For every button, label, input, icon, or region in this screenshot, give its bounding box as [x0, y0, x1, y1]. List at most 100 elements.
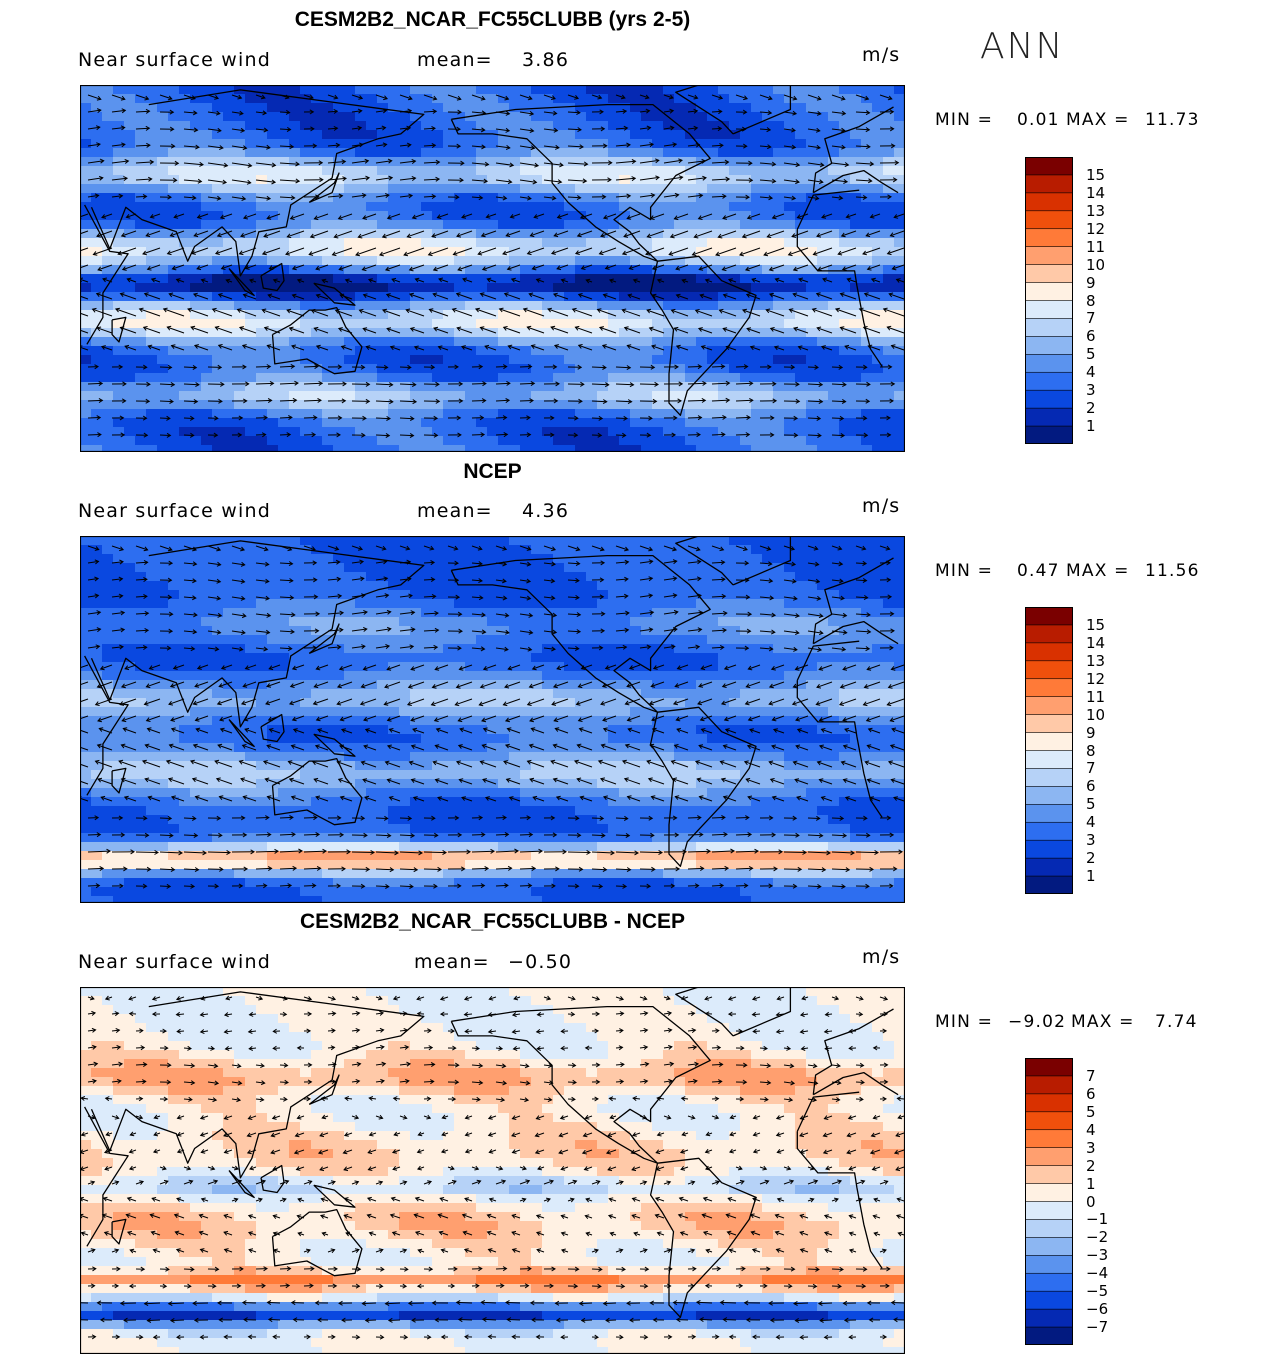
wind-vectors: [80, 545, 905, 889]
colorbar-tick-label: 2: [1086, 849, 1096, 868]
coastlines: [84, 536, 899, 867]
panel-3-colorbar: [1025, 1058, 1073, 1345]
colorbar-swatch: [1025, 875, 1073, 894]
wind-speed-field: [80, 85, 905, 452]
colorbar-tick-label: 14: [1086, 633, 1106, 652]
colorbar-swatch: [1025, 857, 1073, 877]
panel-3-max-value: 7.74: [1155, 1012, 1198, 1032]
colorbar-tick-label: −6: [1086, 1300, 1109, 1319]
panel-3-max-label: MAX =: [1071, 1012, 1135, 1032]
colorbar-tick-label: 1: [1086, 417, 1096, 436]
season-label: ANN: [980, 26, 1065, 67]
colorbar-tick-label: −4: [1086, 1264, 1109, 1283]
colorbar-tick-label: 12: [1086, 219, 1106, 238]
colorbar-swatch: [1025, 407, 1073, 427]
panel-2-max-value: 11.56: [1145, 561, 1200, 581]
colorbar-swatch: [1025, 1219, 1073, 1238]
colorbar-swatch: [1025, 1129, 1073, 1149]
colorbar-tick-label: 7: [1086, 759, 1096, 778]
colorbar-tick-label: 9: [1086, 723, 1096, 742]
panel-1-colorbar: [1025, 157, 1073, 444]
colorbar-tick-label: 13: [1086, 651, 1106, 670]
colorbar-tick-label: 5: [1086, 345, 1096, 364]
colorbar-tick-label: 10: [1086, 705, 1106, 724]
wind-speed-field: [80, 987, 905, 1354]
colorbar-tick-label: 14: [1086, 183, 1106, 202]
panel-2-min-value: 0.47: [1017, 561, 1060, 581]
panel-2-variable: Near surface wind: [78, 500, 271, 522]
colorbar-swatch: [1025, 804, 1073, 823]
panel-1-max-value: 11.73: [1145, 110, 1200, 130]
colorbar-tick-label: 4: [1086, 1120, 1096, 1139]
colorbar-tick-label: 13: [1086, 201, 1106, 220]
colorbar-tick-label: −3: [1086, 1246, 1109, 1265]
colorbar-swatch: [1025, 839, 1073, 859]
colorbar-tick-label: 6: [1086, 777, 1096, 796]
colorbar-tick-label: −7: [1086, 1318, 1109, 1337]
colorbar-tick-label: 12: [1086, 669, 1106, 688]
colorbar-tick-label: 1: [1086, 1174, 1096, 1193]
colorbar-tick-label: 7: [1086, 309, 1096, 328]
colorbar-swatch: [1025, 1201, 1073, 1221]
colorbar-tick-label: 9: [1086, 273, 1096, 292]
panel-3-units: m/s: [862, 946, 901, 968]
colorbar-swatch: [1025, 1111, 1073, 1131]
colorbar-tick-label: 4: [1086, 813, 1096, 832]
colorbar-tick-label: 3: [1086, 381, 1096, 400]
colorbar-swatch: [1025, 354, 1073, 373]
panel-3-min-value: −9.02: [1008, 1012, 1067, 1032]
colorbar-tick-label: 11: [1086, 237, 1106, 256]
colorbar-tick-label: 15: [1086, 165, 1106, 184]
colorbar-swatch: [1025, 1165, 1073, 1185]
panel-2-units: m/s: [862, 495, 901, 517]
colorbar-swatch: [1025, 821, 1073, 841]
colorbar-tick-label: 4: [1086, 363, 1096, 382]
colorbar-swatch: [1025, 1326, 1073, 1345]
panel-2-mean-value: 4.36: [522, 500, 570, 522]
colorbar-tick-label: 15: [1086, 615, 1106, 634]
colorbar-swatch: [1025, 678, 1073, 698]
panel-1-variable: Near surface wind: [78, 49, 271, 71]
colorbar-swatch: [1025, 1237, 1073, 1256]
colorbar-tick-label: 6: [1086, 1084, 1096, 1103]
colorbar-swatch: [1025, 1147, 1073, 1167]
colorbar-swatch: [1025, 750, 1073, 770]
colorbar-swatch: [1025, 1075, 1073, 1095]
colorbar-swatch: [1025, 210, 1073, 230]
colorbar-tick-label: 8: [1086, 741, 1096, 760]
colorbar-tick-label: 11: [1086, 687, 1106, 706]
colorbar-swatch: [1025, 732, 1073, 752]
colorbar-swatch: [1025, 318, 1073, 337]
panel-2-max-label: MAX =: [1066, 561, 1130, 581]
colorbar-swatch: [1025, 642, 1073, 662]
colorbar-tick-label: 0: [1086, 1192, 1096, 1211]
colorbar-swatch: [1025, 264, 1073, 284]
panel-2-title: NCEP: [463, 460, 522, 483]
colorbar-swatch: [1025, 1272, 1073, 1292]
colorbar-swatch: [1025, 1255, 1073, 1274]
panel-2-mean-label: mean=: [417, 500, 493, 522]
colorbar-tick-label: 10: [1086, 255, 1106, 274]
coastlines: [84, 987, 899, 1318]
colorbar-swatch: [1025, 1093, 1073, 1113]
wind-vectors: [80, 995, 905, 1340]
colorbar-tick-label: −5: [1086, 1282, 1109, 1301]
colorbar-swatch: [1025, 1058, 1073, 1077]
panel-3-variable: Near surface wind: [78, 951, 271, 973]
panel-1-min-value: 0.01: [1017, 110, 1060, 130]
panel-3-min-label: MIN =: [935, 1012, 994, 1032]
colorbar-swatch: [1025, 174, 1073, 194]
colorbar-swatch: [1025, 768, 1073, 787]
panel-1-min-label: MIN =: [935, 110, 994, 130]
colorbar-tick-label: 1: [1086, 867, 1096, 886]
colorbar-swatch: [1025, 696, 1073, 716]
colorbar-swatch: [1025, 389, 1073, 409]
colorbar-tick-label: 3: [1086, 831, 1096, 850]
colorbar-tick-label: 5: [1086, 795, 1096, 814]
wind-speed-field: [80, 536, 905, 903]
colorbar-swatch: [1025, 714, 1073, 734]
panel-1-mean-value: 3.86: [522, 49, 570, 71]
colorbar-swatch: [1025, 1308, 1073, 1328]
colorbar-swatch: [1025, 607, 1073, 626]
panel-2-map: [80, 536, 905, 903]
